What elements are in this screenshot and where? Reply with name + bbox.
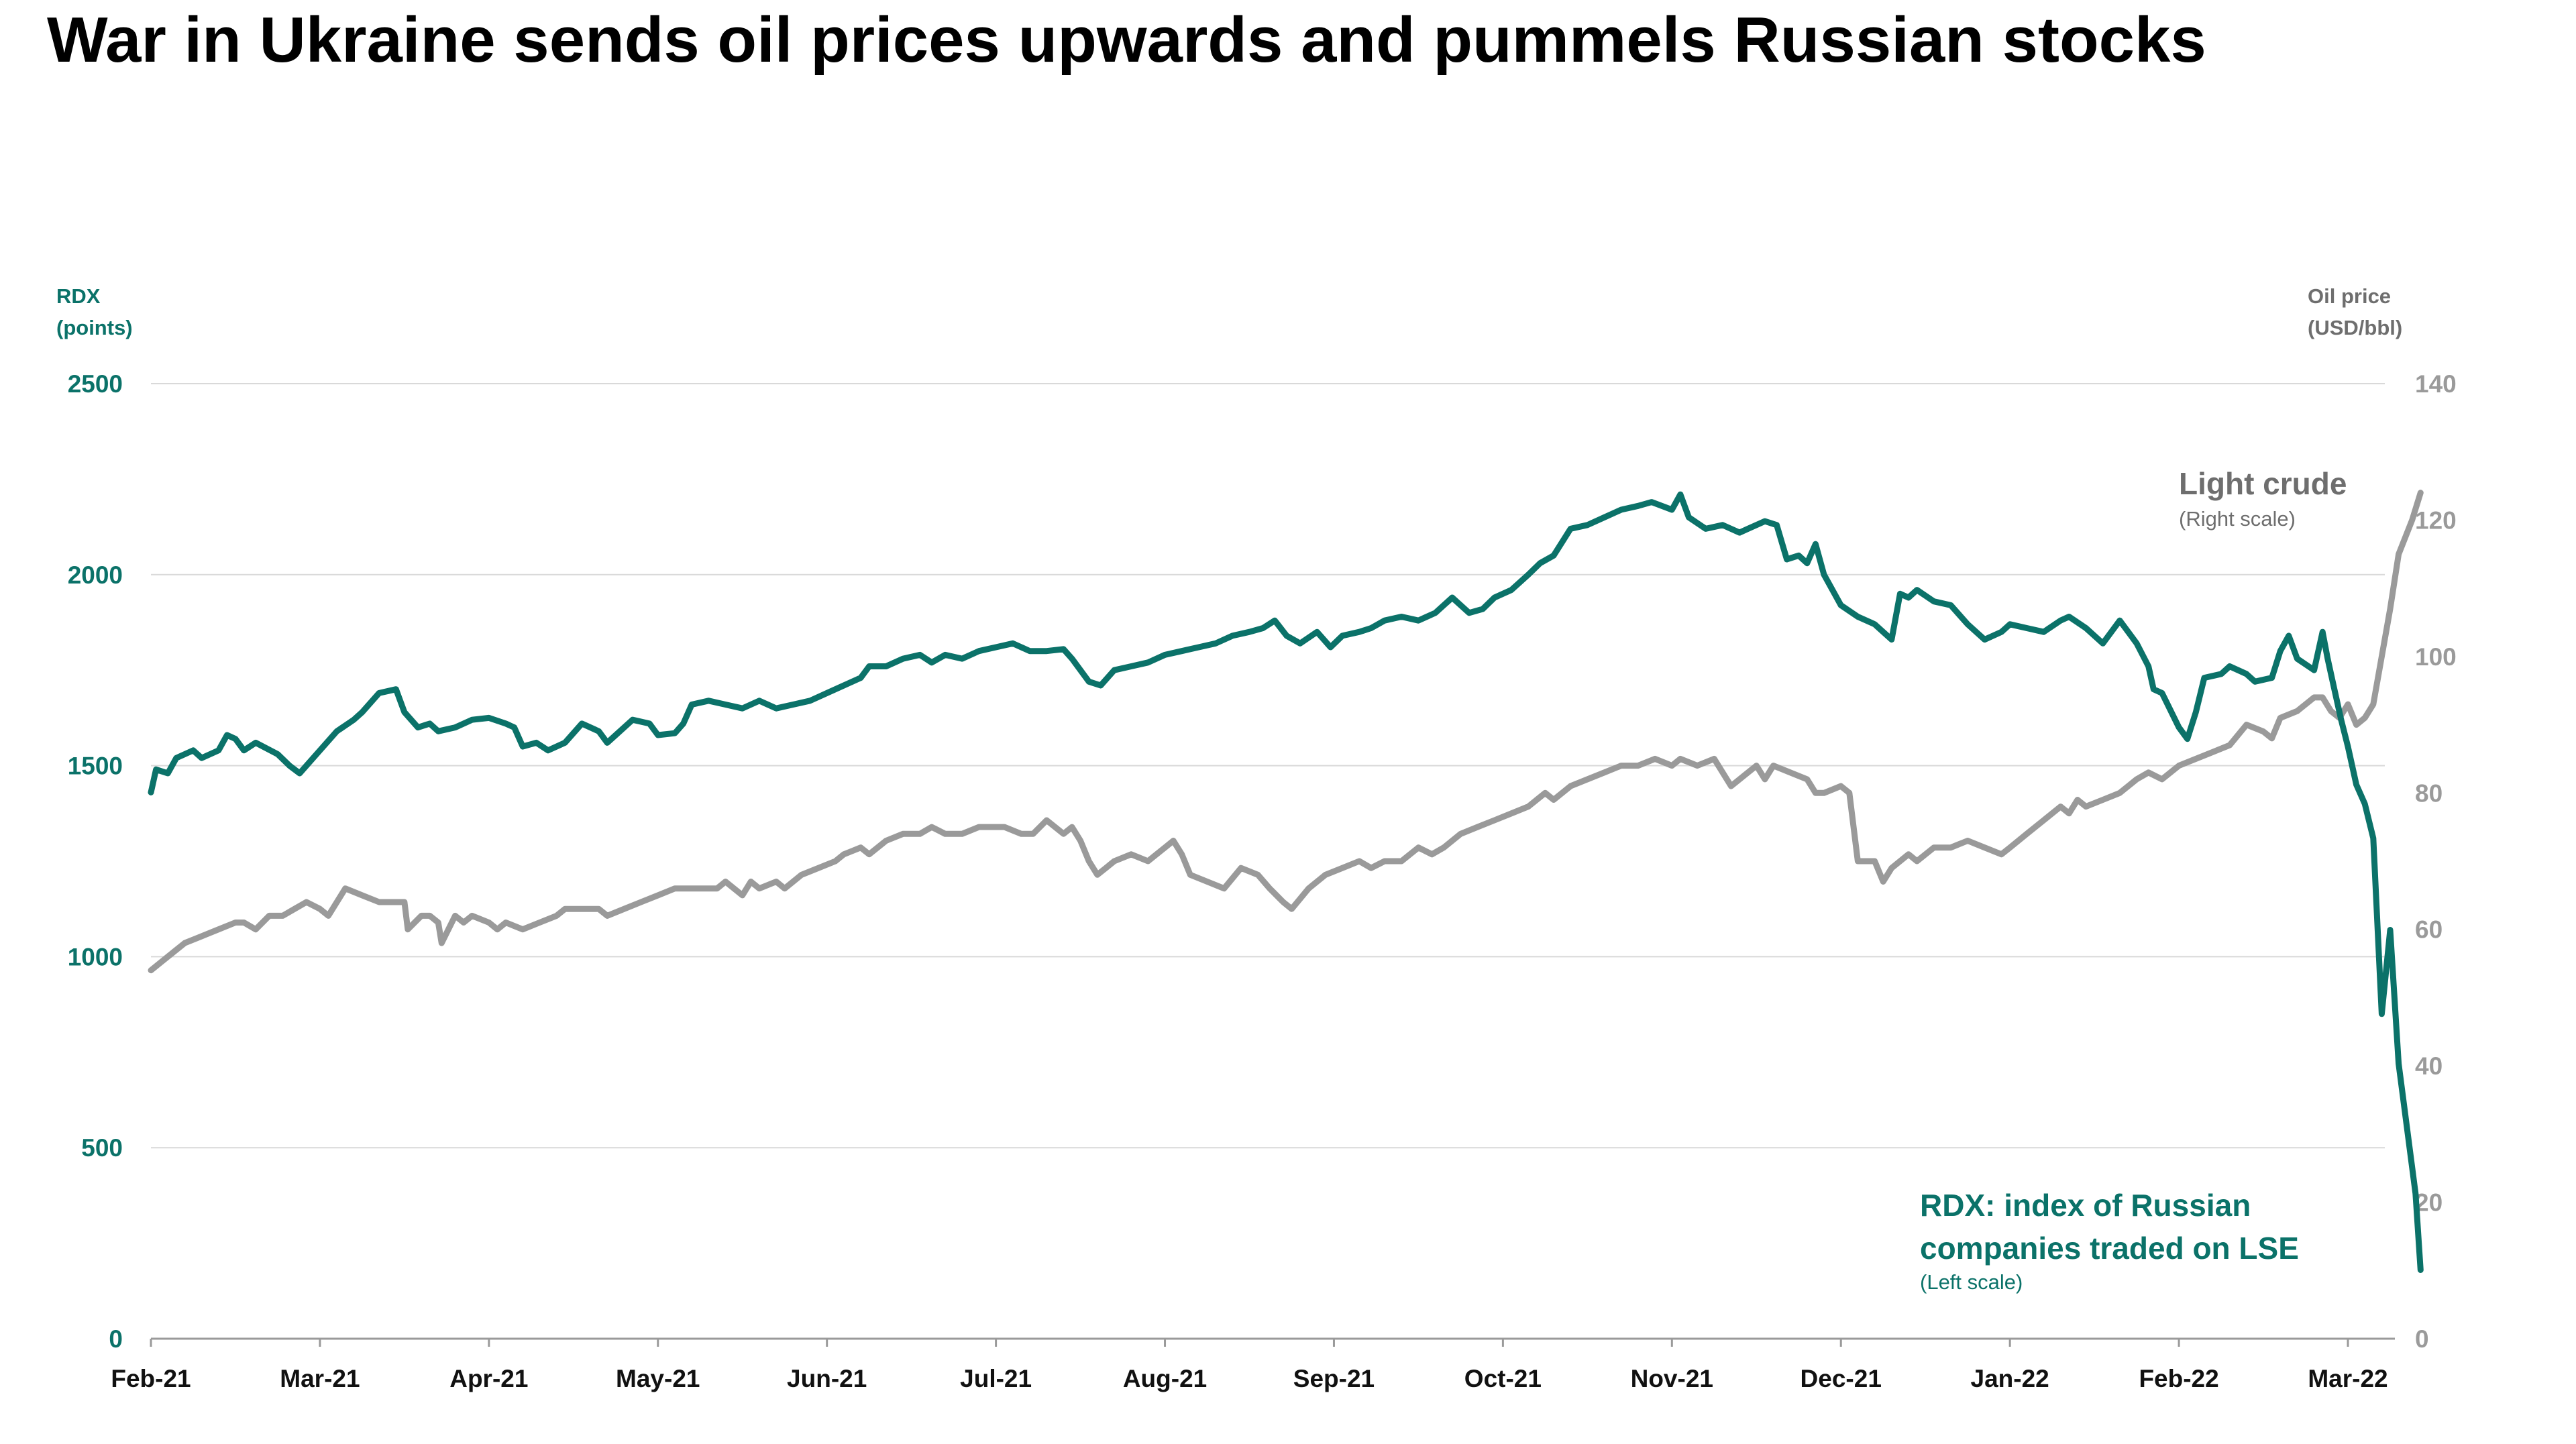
x-axis: Feb-21 Mar-21 Apr-21 May-21 Jun-21 Jul-21 Aug-… bbox=[111, 1337, 2395, 1392]
right-tick-label: 100 bbox=[2415, 643, 2457, 671]
x-tick-label: Sep-21 bbox=[1293, 1365, 1375, 1392]
right-tick-label: 60 bbox=[2415, 916, 2443, 944]
oil-series-annotation-scale: (Right scale) bbox=[2179, 507, 2296, 531]
x-tick-label: Mar-22 bbox=[2308, 1365, 2387, 1392]
left-axis-ticks: 0 500 1000 1500 2000 2500 bbox=[68, 370, 123, 1353]
left-tick-label: 1500 bbox=[68, 753, 123, 780]
rdx-series-annotation-scale: (Left scale) bbox=[1920, 1270, 2023, 1294]
right-tick-label: 40 bbox=[2415, 1052, 2443, 1080]
right-tick-label: 0 bbox=[2415, 1325, 2429, 1353]
right-axis-title-line1: Oil price bbox=[2308, 284, 2391, 308]
left-tick-label: 2500 bbox=[68, 370, 123, 398]
right-tick-label: 80 bbox=[2415, 779, 2443, 807]
rdx-series-annotation-line1: RDX: index of Russian bbox=[1920, 1188, 2251, 1223]
left-axis-title-line2: (points) bbox=[56, 316, 133, 339]
x-tick-label: Aug-21 bbox=[1123, 1365, 1207, 1392]
x-tick-label: Jun-21 bbox=[787, 1365, 867, 1392]
x-tick-label: Dec-21 bbox=[1801, 1365, 1882, 1392]
right-axis-title-line2: (USD/bbl) bbox=[2308, 316, 2402, 339]
left-tick-label: 500 bbox=[81, 1134, 123, 1162]
right-tick-label: 140 bbox=[2415, 370, 2457, 398]
gridlines bbox=[151, 383, 2385, 1149]
x-tick-label: Oct-21 bbox=[1464, 1365, 1542, 1392]
x-tick-label: Nov-21 bbox=[1631, 1365, 1713, 1392]
x-tick-label: Feb-22 bbox=[2139, 1365, 2218, 1392]
x-tick-label: Mar-21 bbox=[280, 1365, 360, 1392]
x-tick-label: May-21 bbox=[616, 1365, 700, 1392]
oil-series-line bbox=[148, 490, 2424, 974]
series-lines bbox=[148, 490, 2424, 1273]
right-tick-label: 120 bbox=[2415, 506, 2457, 534]
oil-series-annotation: Light crude bbox=[2179, 466, 2347, 501]
x-tick-label: Jan-22 bbox=[1971, 1365, 2049, 1392]
x-tick-label: Jul-21 bbox=[960, 1365, 1032, 1392]
left-tick-label: 0 bbox=[109, 1325, 123, 1353]
left-tick-label: 2000 bbox=[68, 561, 123, 589]
x-tick-label: Feb-21 bbox=[111, 1365, 191, 1392]
left-tick-label: 1000 bbox=[68, 943, 123, 970]
rdx-series-line bbox=[148, 491, 2424, 1273]
x-tick-label: Apr-21 bbox=[449, 1365, 528, 1392]
rdx-series-annotation-line2: companies traded on LSE bbox=[1920, 1231, 2299, 1266]
chart-title: War in Ukraine sends oil prices upwards … bbox=[47, 4, 2206, 76]
left-axis-title-line1: RDX bbox=[56, 284, 101, 308]
